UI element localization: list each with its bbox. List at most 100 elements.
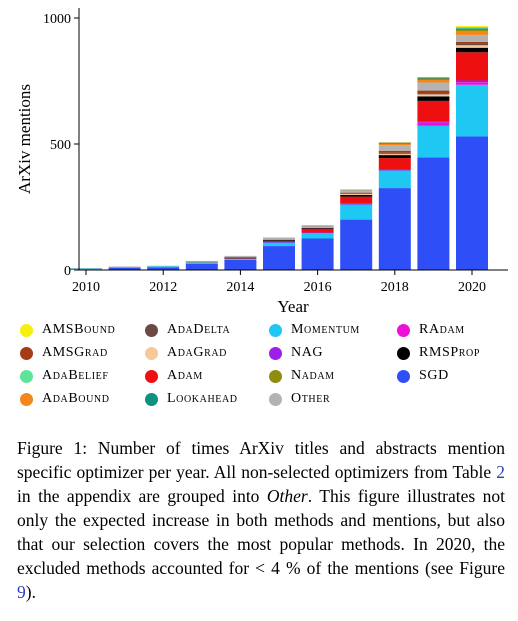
figure-ref-link[interactable]: 9 [17, 582, 26, 602]
bar-segment-momentum-2017 [340, 204, 373, 220]
legend-marker-icon [269, 392, 282, 406]
caption-text-3: . This figure illustrates not only the e… [17, 486, 505, 578]
bar-segment-sgd-2012 [147, 267, 180, 270]
bar-segment-adam-2017 [340, 196, 373, 204]
x-axis-ticks: 2010 2012 2014 2016 2018 2020 [72, 270, 486, 295]
legend-item-nag: NAG [269, 345, 323, 361]
legend-marker-icon [145, 346, 158, 360]
caption-other-term: Other [266, 486, 308, 506]
bar-segment-amsgrad-2018 [378, 150, 411, 153]
legend-marker-icon [269, 369, 282, 383]
bar-segment-adadelta-2020 [456, 43, 488, 46]
legend-label: RAdam [419, 322, 465, 337]
bar-segment-rmsprop-2014 [224, 257, 257, 259]
legend-item-amsgrad: AMSGrad [20, 345, 108, 361]
bar-segment-other-2016 [301, 225, 334, 227]
bar-segment-momentum-2010 [70, 268, 102, 270]
bar-segment-nag-2019 [417, 121, 450, 123]
bar-segment-adadelta-2014 [224, 256, 257, 258]
caption-label: Figure 1: [17, 438, 88, 458]
bar-segment-other-2017 [340, 190, 373, 193]
bar-segment-amsgrad-2019 [417, 90, 450, 94]
bar-segment-amsgrad-2020 [456, 41, 488, 44]
bar-segment-adagrad-2015 [263, 239, 295, 241]
caption-text-2: in the appendix are grouped into [17, 486, 267, 506]
bar-segment-sgd-2017 [340, 219, 373, 270]
figure-caption: Figure 1: Number of times ArXiv titles a… [17, 436, 505, 604]
bar-segment-amsgrad-2017 [340, 192, 373, 194]
legend-marker-icon [20, 392, 33, 406]
bar-segment-nag-2016 [301, 232, 334, 234]
bar-segment-adadelta-2015 [263, 238, 295, 240]
bar-segment-other-2013 [185, 260, 218, 262]
legend-item-radam: RAdam [397, 322, 465, 338]
bar-segment-nag-2015 [263, 242, 295, 243]
caption-text-4: ). [25, 582, 36, 602]
legend-marker-icon [20, 323, 33, 337]
legend-item-lookahead: Lookahead [145, 391, 238, 407]
legend-marker-icon [145, 323, 158, 337]
bar-segment-adabound-2020 [456, 31, 488, 35]
bar-segment-nadam-2020 [456, 29, 488, 32]
legend-label: Lookahead [167, 391, 238, 406]
bar-segment-sgd-2014 [224, 259, 257, 270]
bar-segment-radam-2019 [417, 122, 450, 126]
bar-segment-radam-2020 [456, 82, 488, 85]
legend-label: AdaDelta [167, 322, 231, 337]
y-tick-label: 0 [64, 264, 71, 279]
legend-item-adagrad: AdaGrad [145, 345, 227, 361]
y-axis-ticks: 0 500 1000 [43, 12, 79, 279]
bar-segment-sgd-2013 [185, 263, 218, 270]
legend-item-adabound: AdaBound [20, 391, 110, 407]
bar-segment-adam-2015 [263, 240, 295, 243]
legend-item-adabelief: AdaBelief [20, 368, 109, 384]
bar-segment-adadelta-2016 [301, 226, 334, 228]
x-tick-label: 2014 [226, 280, 254, 295]
bar-segment-other-2018 [378, 145, 411, 151]
table-ref-link[interactable]: 2 [496, 462, 505, 482]
bar-segment-momentum-2014 [224, 258, 257, 260]
bar-segment-rmsprop-2016 [301, 227, 334, 229]
legend-label: AdaBound [42, 391, 110, 406]
legend-item-momentum: Momentum [269, 322, 360, 338]
legend-label: Nadam [291, 368, 335, 383]
bar-segment-adadelta-2017 [340, 193, 373, 194]
x-tick-label: 2010 [72, 280, 100, 295]
bar-segment-rmsprop-2019 [417, 96, 450, 101]
bar-segment-sgd-2016 [301, 238, 334, 270]
caption-text-1: Number of times ArXiv titles and abstrac… [17, 438, 505, 482]
bar-segment-momentum-2020 [456, 84, 488, 137]
legend-label: Adam [167, 368, 203, 383]
x-tick-label: 2018 [381, 280, 409, 295]
bar-segment-momentum-2018 [378, 170, 411, 189]
bar-segment-adagrad-2018 [378, 153, 411, 156]
bar-segment-nag-2018 [378, 169, 411, 171]
bar-segment-adabound-2019 [417, 79, 450, 83]
bar-segment-other-2019 [417, 82, 450, 91]
legend-label: RMSProp [419, 345, 481, 360]
bar-segment-momentum-2016 [301, 232, 334, 239]
bar-segment-adam-2014 [224, 258, 257, 259]
x-tick-label: 2016 [304, 280, 332, 295]
legend-label: AMSBound [42, 322, 116, 337]
legend-marker-icon [397, 346, 410, 360]
bar-segment-nadam-2018 [378, 142, 411, 144]
bar-segment-sgd-2011 [108, 267, 141, 270]
bar-segment-momentum-2013 [185, 262, 218, 264]
bar-segment-sgd-2018 [378, 188, 411, 270]
x-axis-title: Year [277, 297, 309, 316]
bar-segment-other-2015 [263, 237, 295, 239]
bar-segment-sgd-2015 [263, 246, 295, 270]
y-tick-label: 1000 [43, 12, 71, 27]
bar-segment-adabound-2018 [378, 144, 411, 146]
bar-segment-adam-2020 [456, 52, 488, 81]
legend-marker-icon [145, 392, 158, 406]
bar-segment-other-2012 [147, 265, 180, 267]
legend-marker-icon [269, 346, 282, 360]
legend-marker-icon [397, 323, 410, 337]
legend-item-nadam: Nadam [269, 368, 335, 384]
bar-segment-adam-2018 [378, 158, 411, 170]
bar-segment-momentum-2019 [417, 125, 450, 158]
legend-item-adam: Adam [145, 368, 203, 384]
bar-stacks [70, 26, 488, 270]
